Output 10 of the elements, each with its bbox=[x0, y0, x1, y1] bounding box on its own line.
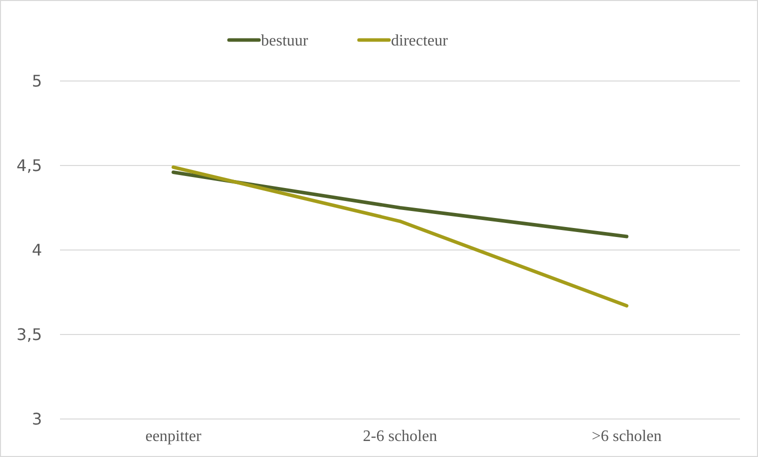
y-tick-label: 3 bbox=[32, 410, 42, 429]
x-tick-label: eenpitter bbox=[145, 428, 202, 445]
x-tick-label: 2-6 scholen bbox=[362, 428, 438, 445]
y-tick-label: 4 bbox=[32, 240, 42, 260]
x-tick-label: >6 scholen bbox=[592, 428, 662, 445]
y-tick-label: 4,5 bbox=[16, 156, 42, 176]
legend-label: bestuur bbox=[261, 32, 309, 50]
legend-label: directeur bbox=[391, 32, 449, 50]
y-tick-label: 3,5 bbox=[16, 325, 42, 344]
y-tick-label: 5 bbox=[32, 72, 42, 91]
